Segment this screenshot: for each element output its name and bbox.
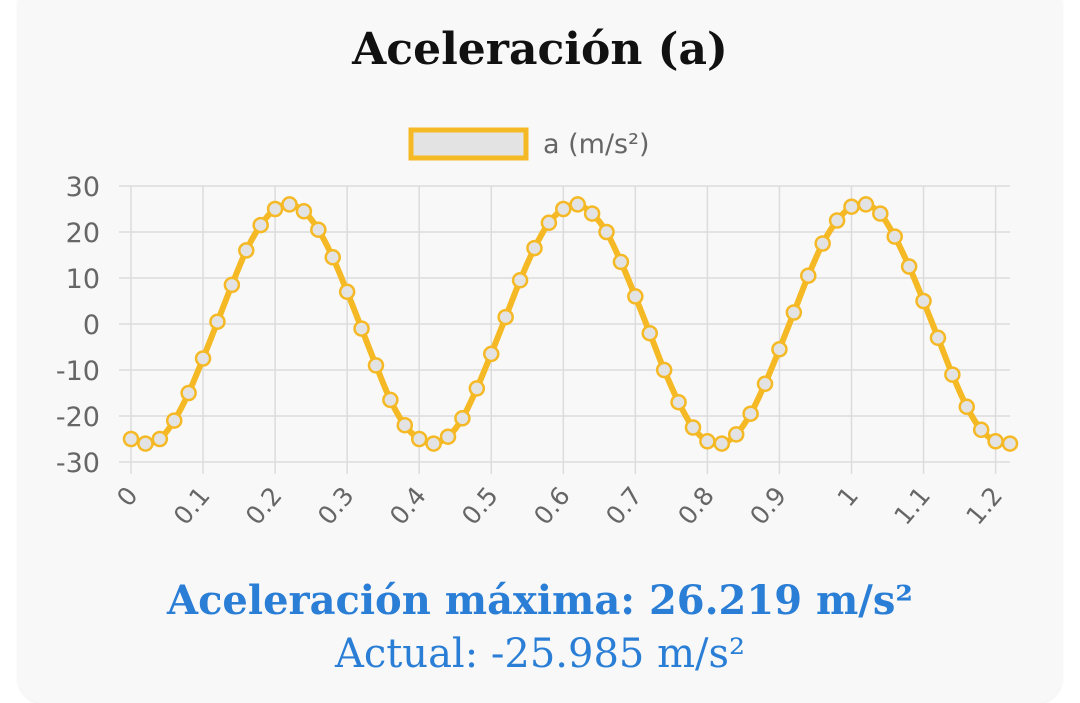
data-point[interactable]	[295, 203, 313, 220]
data-point[interactable]	[742, 405, 759, 422]
y-tick-label: -20	[56, 402, 100, 433]
data-point[interactable]	[281, 196, 298, 213]
max-acceleration-label: Aceleración máxima: 26.219 m/s²	[167, 577, 913, 624]
data-point[interactable]	[137, 435, 154, 452]
data-point[interactable]	[482, 345, 500, 363]
y-tick-label: 20	[66, 218, 100, 249]
data-point[interactable]	[238, 242, 255, 259]
grid	[119, 185, 1010, 474]
data-point[interactable]	[684, 419, 702, 436]
data-point[interactable]	[151, 430, 169, 448]
data-point[interactable]	[800, 267, 817, 284]
data-point[interactable]	[655, 361, 673, 379]
y-tick-label: -30	[56, 448, 100, 479]
x-tick-label: 0.9	[744, 481, 792, 530]
data-point[interactable]	[569, 196, 586, 213]
data-point[interactable]	[1001, 435, 1019, 452]
data-point[interactable]	[454, 410, 471, 427]
x-tick-label: 0.2	[240, 481, 288, 530]
data-point[interactable]	[857, 196, 875, 213]
data-point[interactable]	[526, 239, 543, 257]
y-tick-label: 30	[66, 172, 100, 203]
data-point[interactable]	[266, 200, 284, 218]
data-point[interactable]	[699, 433, 716, 450]
data-point[interactable]	[194, 350, 212, 367]
data-point[interactable]	[828, 212, 846, 229]
data-point[interactable]	[382, 391, 399, 409]
data-point[interactable]	[756, 375, 774, 393]
data-point[interactable]	[425, 435, 442, 452]
data-point[interactable]	[396, 416, 414, 434]
data-point[interactable]	[944, 366, 961, 383]
x-tick-label: 0	[111, 481, 143, 512]
chart-title: Aceleración (a)	[352, 24, 728, 75]
x-tick-label: 0.6	[528, 481, 576, 530]
x-axis: 0 0.1 0.2 0.3 0.4 0.5 0.6 0.7 0.8 0.9 1 1.1 1.2	[111, 481, 1008, 530]
data-point[interactable]	[540, 214, 558, 232]
x-tick-label: 0.1	[168, 481, 216, 530]
data-point[interactable]	[165, 412, 183, 429]
x-tick-label: 0.8	[672, 481, 720, 530]
data-point[interactable]	[555, 200, 572, 218]
data-point[interactable]	[410, 430, 428, 448]
data-point[interactable]	[583, 205, 601, 222]
data-point[interactable]	[886, 228, 903, 245]
x-tick-label: 1.1	[888, 481, 936, 530]
legend-swatch	[408, 127, 529, 161]
data-point[interactable]	[929, 329, 947, 347]
data-point[interactable]	[958, 398, 976, 416]
legend-label: a (m/s²)	[543, 129, 649, 160]
data-point[interactable]	[843, 198, 860, 215]
x-tick-label: 0.4	[384, 481, 432, 530]
data-point[interactable]	[713, 435, 731, 452]
data-point[interactable]	[785, 304, 803, 321]
data-point[interactable]	[468, 380, 486, 397]
data-point[interactable]	[814, 235, 831, 252]
data-point[interactable]	[367, 357, 385, 374]
data-point[interactable]	[987, 433, 1004, 450]
legend[interactable]: a (m/s²)	[408, 127, 649, 161]
data-point[interactable]	[900, 258, 918, 275]
chart-card	[18, 0, 1062, 703]
data-point[interactable]	[497, 308, 514, 326]
x-tick-label: 1.2	[960, 481, 1008, 530]
data-point[interactable]	[641, 324, 659, 342]
x-tick-label: 1	[832, 481, 864, 512]
data-point[interactable]	[209, 313, 226, 330]
data-point[interactable]	[771, 341, 788, 358]
x-tick-label: 0.3	[312, 481, 360, 530]
data-point[interactable]	[511, 272, 529, 289]
data-point[interactable]	[324, 249, 341, 266]
x-tick-label: 0.5	[456, 481, 504, 530]
data-point[interactable]	[223, 276, 241, 294]
y-tick-label: -10	[56, 356, 100, 387]
current-acceleration-label: Actual: -25.985 m/s²	[334, 631, 746, 677]
data-point[interactable]	[252, 216, 269, 234]
data-point[interactable]	[338, 283, 356, 301]
data-point[interactable]	[180, 384, 197, 402]
data-point[interactable]	[612, 253, 630, 271]
y-axis: 30 20 10 0 -10 -20 -30	[56, 172, 100, 479]
data-point[interactable]	[727, 426, 745, 443]
x-tick-label: 0.7	[600, 481, 648, 530]
y-tick-label: 10	[66, 264, 100, 295]
data-point[interactable]	[598, 223, 615, 241]
data-point[interactable]	[972, 421, 990, 439]
y-tick-label: 0	[83, 310, 100, 341]
data-point[interactable]	[670, 393, 687, 411]
data-point[interactable]	[122, 430, 140, 448]
data-point[interactable]	[310, 221, 327, 238]
data-point[interactable]	[872, 205, 889, 222]
data-point[interactable]	[353, 320, 370, 337]
data-point[interactable]	[439, 428, 457, 445]
plot-area	[122, 196, 1019, 452]
data-point[interactable]	[915, 292, 932, 310]
data-point[interactable]	[627, 288, 644, 305]
